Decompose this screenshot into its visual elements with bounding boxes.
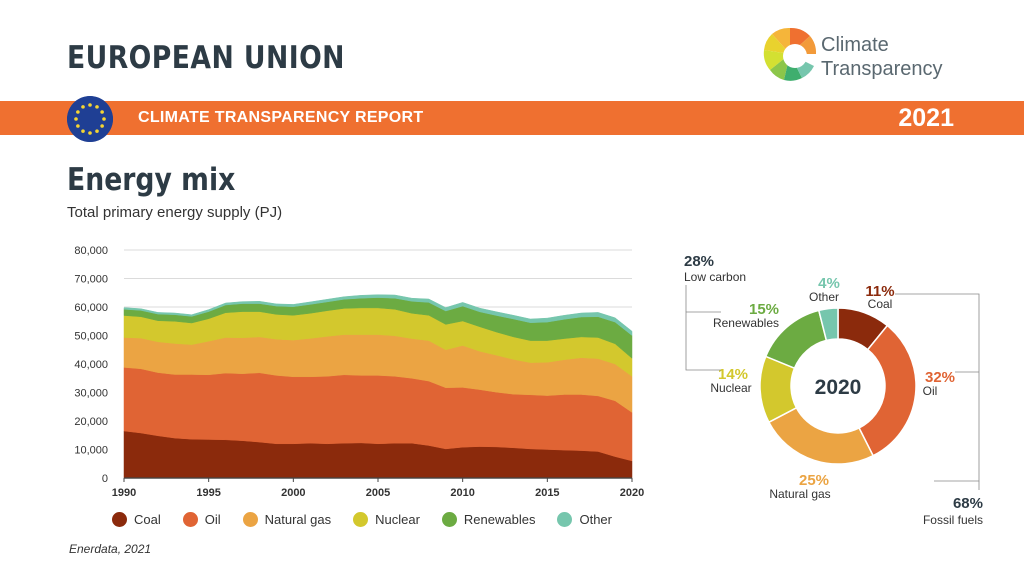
group-percent-fossil: 68% [953, 495, 983, 512]
y-tick-label: 10,000 [74, 445, 108, 457]
flag-star [100, 110, 104, 114]
y-tick-label: 70,000 [74, 274, 108, 286]
legend-label: Coal [134, 512, 161, 527]
x-tick-label: 2010 [450, 487, 474, 499]
eu-flag-icon [67, 96, 113, 142]
legend-item-natural-gas: Natural gas [242, 512, 332, 527]
slice-percent: 4% [818, 275, 840, 292]
flag-star [102, 117, 106, 121]
logo-text: Climate Transparency [821, 33, 943, 81]
x-tick-label: 2015 [535, 487, 559, 499]
group-name-fossil: Fossil fuels [923, 513, 983, 527]
climate-transparency-logo [763, 27, 817, 81]
y-tick-label: 80,000 [74, 245, 108, 257]
chart-legend: Coal Oil Natural gas Nuclear Renewables Other [112, 512, 634, 527]
x-tick-label: 1990 [112, 487, 136, 499]
slice-name: Coal [868, 297, 893, 311]
legend-swatch [182, 512, 198, 527]
donut-slice-oil [858, 324, 917, 457]
slice-name: Nuclear [710, 381, 751, 395]
slice-name: Other [809, 290, 839, 304]
legend-swatch [441, 512, 457, 527]
x-tick-label: 2000 [281, 487, 305, 499]
legend-item-oil: Oil [182, 512, 221, 527]
legend-label: Natural gas [264, 512, 332, 527]
y-tick-label: 50,000 [74, 331, 108, 343]
area-other [123, 294, 633, 337]
flag-star [88, 103, 92, 107]
slice-name: Oil [923, 384, 938, 398]
donut-slice-natural-gas [767, 406, 875, 465]
donut-center-label: 2020 [815, 376, 862, 399]
report-label: CLIMATE TRANSPARENCY REPORT [138, 109, 424, 126]
flag-star [81, 105, 85, 109]
legend-item-nuclear: Nuclear [353, 512, 420, 527]
legend-swatch [112, 512, 127, 527]
group-brackets [685, 285, 980, 490]
y-tick-label: 0 [102, 473, 108, 485]
legend-item-coal: Coal [112, 512, 161, 527]
stacked-areas [123, 294, 633, 479]
legend-swatch [353, 512, 369, 527]
legend-item-renewables: Renewables [441, 512, 536, 527]
chart-subtitle: Total primary energy supply (PJ) [67, 204, 283, 221]
flag-star [76, 110, 80, 114]
flag-star [95, 105, 99, 109]
slice-percent: 32% [925, 369, 955, 386]
flag-star [88, 131, 92, 135]
legend-label: Other [579, 512, 612, 527]
flag-star [76, 124, 80, 128]
report-banner [0, 101, 1024, 135]
fossil-bracket [895, 293, 980, 482]
x-tick-label: 2005 [366, 487, 390, 499]
donut-slice-other [817, 307, 839, 342]
flag-star [81, 129, 85, 133]
flag-star [74, 117, 78, 121]
logo-text-line1: Climate [821, 34, 889, 56]
slice-percent: 14% [718, 366, 748, 383]
x-tick-label: 1995 [196, 487, 220, 499]
y-tick-label: 60,000 [74, 302, 108, 314]
x-tick-label: 2020 [620, 487, 644, 499]
flag-star [95, 129, 99, 133]
slice-name: Renewables [713, 316, 779, 330]
slice-name: Natural gas [769, 487, 830, 501]
y-tick-label: 40,000 [74, 359, 108, 371]
donut: 2020 [759, 307, 917, 465]
legend-label: Oil [204, 512, 221, 527]
legend-swatch [242, 512, 258, 527]
legend-swatch [557, 512, 573, 527]
section-title: Energy mix [67, 162, 236, 198]
country-title: EUROPEAN UNION [67, 40, 345, 76]
slice-percent: 15% [749, 301, 779, 318]
source-note: Enerdata, 2021 [69, 542, 152, 556]
flag-star [100, 124, 104, 128]
low-carbon-bracket [685, 311, 721, 371]
legend-item-other: Other [557, 512, 612, 527]
report-year: 2021 [898, 104, 954, 132]
slice-percent: 11% [865, 283, 894, 300]
group-name-low-carbon: Low carbon [684, 270, 746, 284]
legend-label: Nuclear [375, 512, 420, 527]
donut-labels: 11%Coal 32%Oil 25%Natural gas 14%Nuclear 15%… [710, 275, 955, 501]
slice-percent: 25% [799, 472, 829, 489]
logo-text-line2: Transparency [821, 58, 943, 80]
group-percent-low-carbon: 28% [684, 253, 714, 270]
y-tick-label: 30,000 [74, 388, 108, 400]
legend-label: Renewables [463, 512, 536, 527]
y-tick-label: 20,000 [74, 416, 108, 428]
